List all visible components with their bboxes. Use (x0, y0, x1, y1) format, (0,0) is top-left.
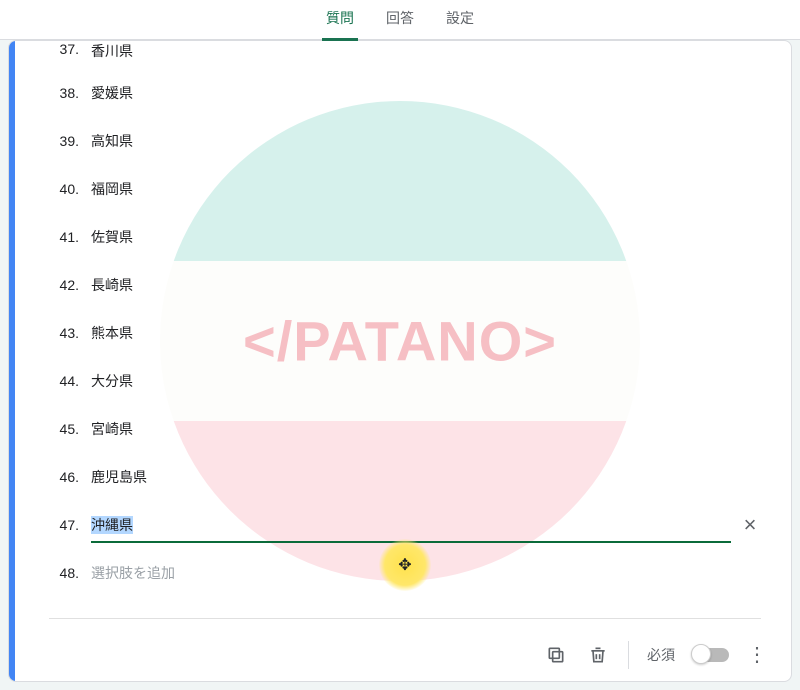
question-card: </PATANO> 37.香川県38.愛媛県39.高知県40.福岡県41.佐賀県… (8, 40, 792, 682)
tab-answers[interactable]: 回答 (382, 0, 418, 41)
option-label[interactable]: 大分県 (91, 371, 761, 391)
option-row[interactable]: 39. 高知県 (53, 117, 761, 165)
footer-divider (49, 618, 761, 619)
remove-option-button[interactable]: × (739, 514, 761, 536)
options-list: 37. 香川県 38. 愛媛県 39. 高知県 40. 福岡県 41. 佐賀県 42. 長崎県 43. 熊… (9, 41, 791, 597)
option-row[interactable]: 42. 長崎県 (53, 261, 761, 309)
tab-bar: 質問 回答 設定 (0, 0, 800, 40)
option-number: 45. (53, 421, 79, 437)
option-row[interactable]: 40. 福岡県 (53, 165, 761, 213)
option-label[interactable]: 高知県 (91, 131, 761, 151)
required-label: 必須 (647, 645, 675, 665)
option-number: 41. (53, 229, 79, 245)
option-number: 48. (53, 565, 79, 581)
option-label[interactable]: 愛媛県 (91, 83, 761, 103)
option-label[interactable]: 香川県 (91, 41, 761, 61)
option-number: 42. (53, 277, 79, 293)
option-label[interactable]: 宮崎県 (91, 419, 761, 439)
tab-questions[interactable]: 質問 (322, 0, 358, 41)
option-number: 37. (53, 41, 79, 57)
add-option-placeholder[interactable]: 選択肢を追加 (91, 563, 761, 583)
more-menu-button[interactable]: ⋮ (747, 645, 767, 665)
option-number: 40. (53, 181, 79, 197)
option-label[interactable]: 熊本県 (91, 323, 761, 343)
option-number: 44. (53, 373, 79, 389)
option-row[interactable]: 47. 沖縄県 × (53, 501, 761, 549)
footer-separator (628, 641, 629, 669)
duplicate-button[interactable] (544, 643, 568, 667)
tab-settings[interactable]: 設定 (442, 0, 478, 41)
option-label[interactable]: 鹿児島県 (91, 467, 761, 487)
option-number: 38. (53, 85, 79, 101)
delete-button[interactable] (586, 643, 610, 667)
card-footer: 必須 ⋮ (544, 641, 767, 669)
option-row[interactable]: 41. 佐賀県 (53, 213, 761, 261)
option-row[interactable]: 44. 大分県 (53, 357, 761, 405)
option-row[interactable]: 37. 香川県 (53, 41, 761, 69)
option-number: 39. (53, 133, 79, 149)
option-number: 43. (53, 325, 79, 341)
option-row[interactable]: 45. 宮崎県 (53, 405, 761, 453)
option-row[interactable]: 38. 愛媛県 (53, 69, 761, 117)
add-option-row[interactable]: 48. 選択肢を追加 (53, 549, 761, 597)
option-number: 46. (53, 469, 79, 485)
option-input[interactable]: 沖縄県 (91, 516, 133, 534)
option-row[interactable]: 46. 鹿児島県 (53, 453, 761, 501)
option-number: 47. (53, 517, 79, 533)
option-label[interactable]: 福岡県 (91, 179, 761, 199)
required-toggle[interactable] (693, 648, 729, 662)
option-row[interactable]: 43. 熊本県 (53, 309, 761, 357)
option-label[interactable]: 長崎県 (91, 275, 761, 295)
option-label[interactable]: 佐賀県 (91, 227, 761, 247)
